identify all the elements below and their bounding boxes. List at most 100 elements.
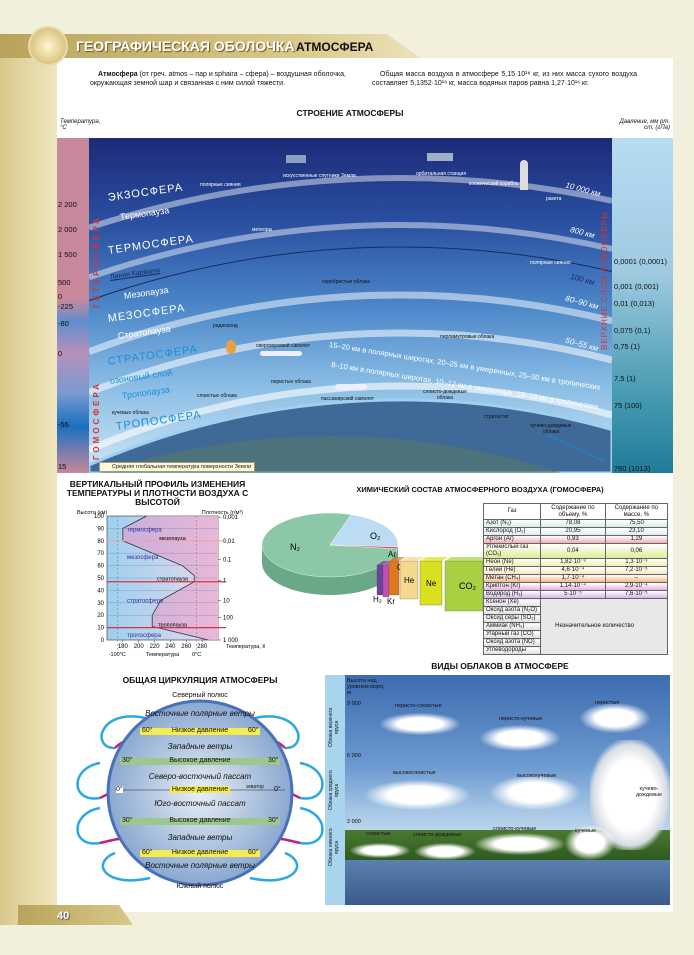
low60s-label: Низкое давление (171, 849, 229, 856)
y-tick-label: 50 (97, 576, 104, 582)
density-tick-label: 0,01 (223, 539, 235, 545)
density-tick-label: 0,1 (223, 557, 232, 563)
pie-slice (329, 544, 399, 550)
density-tick-label: 0,001 (223, 515, 239, 521)
intro-right: Общая масса воздуха в атмосфере 5,15·10¹… (372, 71, 637, 87)
gas-mass: 7,6·10⁻⁵ (604, 590, 669, 599)
tier-high-label: Облака верхнего яруса (328, 707, 340, 748)
density-tick-label: 100 (223, 616, 234, 622)
tick-6000: 6 000 (347, 753, 361, 759)
y-tick-label: 20 (97, 613, 104, 619)
section-title: ГЕОГРАФИЧЕСКАЯ ОБОЛОЧКА (76, 38, 295, 54)
gas-mass: 1,3·10⁻³ (604, 558, 669, 567)
gas-header: Газ (482, 503, 542, 520)
profile-title: ВЕРТИКАЛЬНЫЙ ПРОФИЛЬ ИЗМЕНЕНИЯ ТЕМПЕРАТУ… (66, 479, 249, 507)
satellite-icon (286, 155, 306, 163)
stratus-label: слоистые облака (197, 393, 237, 399)
heterosphere-label: ГЕТЕРОСФЕРА (92, 215, 101, 308)
gas-name: Оксид серы (SO₂) (482, 614, 542, 623)
y-tick-label: 10 (97, 626, 104, 632)
upper-layers-label: ВЕРХНИЕ СЛОИ АТМОСФЕРЫ (600, 210, 609, 350)
cirrus-cloud (580, 703, 650, 733)
gas-volume: 1,82·10⁻³ (540, 558, 606, 567)
arc-mesopause (89, 291, 612, 355)
low60n-label: Низкое давление (171, 727, 229, 734)
intro-left: Атмосфера (от греч. atmos – пар и sphair… (90, 70, 360, 88)
y-tick-label: 0 (101, 638, 105, 644)
header-band (0, 34, 420, 58)
ne-trade-label: Северо-восточный пассат (148, 772, 252, 781)
trace-gas-block (382, 564, 390, 598)
gas-name: Углекислый газ (CO₂) (482, 543, 542, 559)
trace-gas-block-top (445, 557, 485, 561)
lat30s-right: 30° (268, 817, 279, 824)
composition-pie-chart: N₂O₂ArH₂KrCH₄HeNeCO₂ (261, 512, 485, 612)
gas-mass: 7,2·10⁻⁵ (604, 566, 669, 575)
celsius-left: -100°С (109, 652, 126, 658)
gas-mass: – (604, 574, 669, 583)
gas-table: Газ Содержание по объему, % Содержание п… (482, 503, 669, 655)
globe (106, 699, 294, 887)
lat0-right: 0° (274, 786, 281, 793)
temperature-line (122, 515, 209, 641)
lat30n-right: 30° (268, 757, 279, 764)
y-tick-label: 70 (97, 551, 104, 557)
cumulus-label: кучевые облака (112, 410, 149, 416)
trace-gas-block-top (400, 557, 424, 561)
pressure-label: 0,075 (0,1) (614, 326, 651, 335)
y-tick-label: 40 (97, 588, 104, 594)
x-tick-label: 240 (165, 644, 176, 650)
temperature-column (57, 138, 89, 473)
gas-name: Азот (N₂) (482, 519, 542, 528)
minor-note: Незначительное количество (540, 598, 668, 655)
gas-volume: 5·10⁻⁵ (540, 590, 606, 599)
mass-header: Содержание по массе, % (604, 503, 669, 520)
x-tick-label: 200 (134, 644, 145, 650)
y-tick-label: 60 (97, 564, 104, 570)
altocumulus-cloud (490, 775, 580, 810)
temperature-header: Температура, °С (60, 119, 101, 131)
gas-volume: 0,04 (540, 543, 606, 559)
region-label: стратосфера (127, 598, 164, 604)
aurora-label-2: полярные сияния (530, 260, 571, 266)
lat60n-right: 60° (248, 727, 259, 734)
page-number: 40 (57, 910, 70, 922)
band-60n (140, 728, 260, 735)
stratostat-label: стратостат (484, 414, 509, 420)
circulation-graphics (76, 699, 324, 887)
intro-term: Атмосфера (98, 71, 138, 78)
band-30n (120, 758, 280, 765)
lat30s-left: 30° (122, 817, 133, 824)
y-tick-label: 80 (97, 539, 104, 545)
tier-low-label: Облака нижнего яруса (328, 828, 340, 867)
cloud-label: кучевые (575, 828, 597, 834)
pressure-label: 0,01 (0,013) (614, 299, 655, 308)
south-pole-label: Южный полюс (176, 883, 224, 890)
gas-name: Углеводороды (482, 646, 542, 655)
band-60s (140, 850, 260, 857)
block-label: CO₂ (459, 581, 477, 591)
region-label: термосфера (127, 528, 162, 534)
temperature-area (122, 516, 218, 640)
gas-mass: 23,10 (604, 527, 669, 536)
topic-title: АТМОСФЕРА (296, 40, 374, 54)
gas-volume: 1,7·10⁻⁴ (540, 574, 606, 583)
gas-name: Оксид азота (N₂O) (482, 606, 542, 615)
arc-10000km (89, 175, 612, 231)
temperature-label: 2 000 (58, 225, 77, 234)
level-label: тропопауза (158, 623, 188, 629)
gas-row: Гелий (He) 4,6·10⁻⁴ 7,2·10⁻⁵ (482, 566, 669, 575)
gas-row: Неон (Ne) 1,82·10⁻³ 1,3·10⁻³ (482, 558, 669, 567)
gas-row: Водород (H₂) 5·10⁻⁵ 7,6·10⁻⁵ (482, 590, 669, 599)
pressure-label: 760 (1013) (614, 464, 651, 473)
nimbostratus-cloud (415, 843, 475, 860)
lat0-left: 0° (116, 786, 123, 793)
band-30s (120, 818, 280, 825)
gas-name: Аммиак (NH₃) (482, 622, 542, 631)
circulation-cells-left (76, 715, 151, 882)
cumulus-cloud (565, 825, 615, 860)
pressure-header: Давление, мм рт. ст. (гПа) (619, 119, 670, 131)
cloud-axis-label: Высота над уровнем моря, м (347, 678, 385, 696)
temperature-label: -80 (58, 319, 69, 328)
gas-row: Кислород (O₂) 20,95 23,10 (482, 527, 669, 536)
